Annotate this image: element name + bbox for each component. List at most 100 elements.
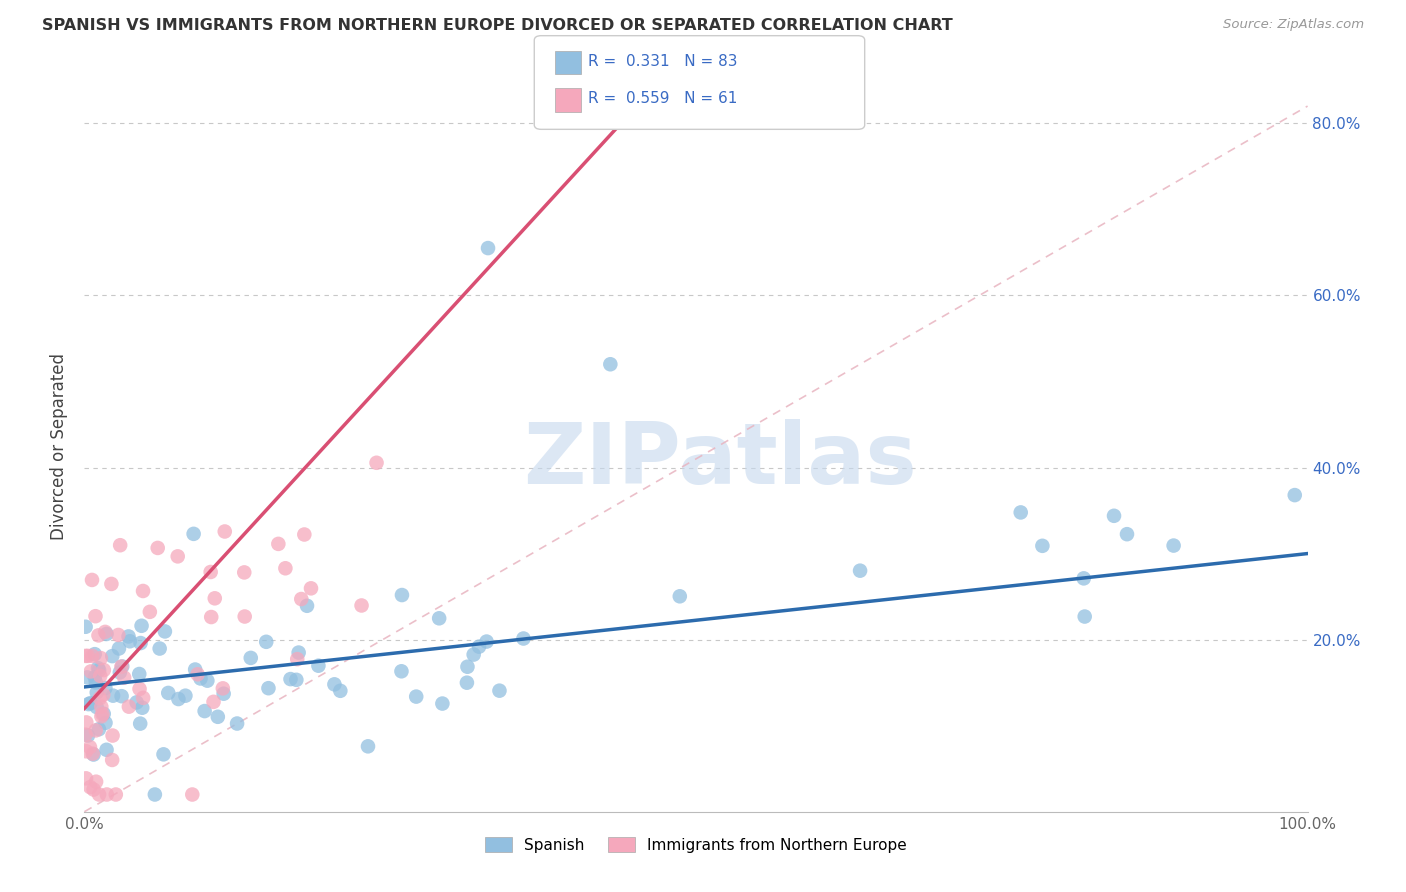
Point — [96, 788, 118, 802]
Point — [200, 610, 222, 624]
Point — [108, 665, 131, 680]
Point — [110, 689, 132, 703]
Point — [75, 715, 97, 730]
Point — [132, 584, 155, 599]
Point — [94, 624, 117, 639]
Point — [183, 526, 205, 541]
Point — [200, 565, 222, 579]
Point — [295, 599, 318, 613]
Point — [307, 658, 329, 673]
Point — [83, 647, 105, 661]
Point — [167, 692, 190, 706]
Point — [93, 663, 115, 677]
Point — [1073, 571, 1095, 585]
Point — [1163, 539, 1185, 553]
Point — [75, 648, 97, 663]
Point — [125, 695, 148, 709]
Point — [129, 636, 152, 650]
Point — [1102, 508, 1125, 523]
Point — [456, 659, 478, 673]
Point — [87, 628, 110, 642]
Point — [89, 669, 111, 683]
Point — [391, 588, 413, 602]
Point — [96, 743, 118, 757]
Point — [463, 648, 485, 662]
Point — [214, 524, 236, 539]
Point — [212, 687, 235, 701]
Point — [132, 690, 155, 705]
Point — [131, 619, 153, 633]
Point — [75, 728, 97, 742]
Point — [110, 659, 132, 673]
Point — [190, 672, 212, 686]
Point — [329, 683, 352, 698]
Point — [90, 709, 112, 723]
Point — [427, 611, 450, 625]
Point — [93, 706, 115, 721]
Point — [512, 632, 534, 646]
Point — [82, 648, 104, 663]
Point — [1031, 539, 1053, 553]
Point — [83, 670, 105, 684]
Point — [108, 641, 131, 656]
Point — [274, 561, 297, 575]
Point — [131, 700, 153, 714]
Point — [108, 538, 131, 552]
Point — [80, 665, 103, 679]
Text: ZIPatlas: ZIPatlas — [523, 419, 917, 502]
Point — [83, 747, 105, 762]
Text: SPANISH VS IMMIGRANTS FROM NORTHERN EUROPE DIVORCED OR SEPARATED CORRELATION CHA: SPANISH VS IMMIGRANTS FROM NORTHERN EURO… — [42, 18, 953, 33]
Text: R =  0.559   N = 61: R = 0.559 N = 61 — [588, 91, 737, 106]
Point — [350, 599, 373, 613]
Point — [267, 537, 290, 551]
Point — [204, 591, 226, 606]
Point — [101, 753, 124, 767]
Point — [79, 780, 101, 794]
Point — [87, 722, 110, 736]
Point — [128, 681, 150, 696]
Point — [101, 649, 124, 664]
Point — [83, 782, 105, 797]
Point — [280, 672, 302, 686]
Point — [107, 628, 129, 642]
Point — [366, 456, 388, 470]
Point — [181, 788, 204, 802]
Point — [195, 673, 218, 688]
Point — [357, 739, 380, 754]
Point — [104, 788, 127, 802]
Point — [91, 707, 114, 722]
Point — [254, 635, 277, 649]
Point — [1073, 609, 1095, 624]
Point — [1284, 488, 1306, 502]
Point — [477, 241, 499, 255]
Point — [87, 788, 110, 802]
Point — [226, 716, 249, 731]
Point — [91, 688, 114, 702]
Point — [152, 747, 174, 762]
Point — [405, 690, 427, 704]
Point — [239, 651, 262, 665]
Point — [84, 723, 107, 738]
Point — [87, 661, 110, 675]
Text: Source: ZipAtlas.com: Source: ZipAtlas.com — [1223, 18, 1364, 31]
Point — [75, 620, 97, 634]
Point — [96, 627, 118, 641]
Point — [174, 689, 197, 703]
Point — [86, 700, 108, 714]
Point — [456, 675, 478, 690]
Point — [599, 357, 621, 371]
Point — [184, 663, 207, 677]
Point — [207, 710, 229, 724]
Point — [101, 729, 124, 743]
Point — [77, 697, 100, 711]
Point — [194, 704, 217, 718]
Point — [75, 772, 97, 786]
Point — [118, 699, 141, 714]
Point — [292, 527, 315, 541]
Point — [432, 697, 454, 711]
Point — [290, 592, 312, 607]
Point — [100, 577, 122, 591]
Point — [233, 566, 256, 580]
Point — [287, 646, 309, 660]
Point — [129, 716, 152, 731]
